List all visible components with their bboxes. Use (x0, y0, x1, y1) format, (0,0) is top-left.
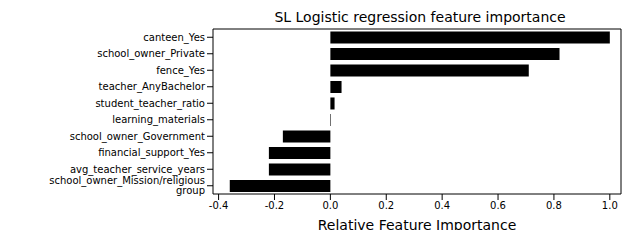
svg-text:teacher_AnyBachelor: teacher_AnyBachelor (99, 81, 206, 93)
svg-text:school_owner_Private: school_owner_Private (97, 48, 205, 60)
svg-text:-0.4: -0.4 (209, 200, 229, 211)
svg-text:0.8: 0.8 (546, 200, 562, 211)
svg-text:0.4: 0.4 (434, 200, 450, 211)
svg-text:0.2: 0.2 (378, 200, 394, 211)
svg-text:-0.2: -0.2 (265, 200, 285, 211)
svg-text:0.6: 0.6 (490, 200, 506, 211)
svg-text:student_teacher_ratio: student_teacher_ratio (95, 98, 205, 110)
svg-text:Relative Feature Importance: Relative Feature Importance (318, 217, 517, 230)
svg-text:financial_support_Yes: financial_support_Yes (98, 147, 205, 159)
svg-text:canteen_Yes: canteen_Yes (143, 32, 205, 44)
svg-text:school_owner_Government: school_owner_Government (70, 131, 205, 143)
html-text:SL Logistic regression feature: SL Logistic regression feature importanc… (274, 9, 566, 25)
svg-text:school_owner_Mission/religious: school_owner_Mission/religiousgroup (49, 175, 205, 196)
svg-text:fence_Yes: fence_Yes (156, 65, 205, 77)
svg-text:avg_teacher_service_years: avg_teacher_service_years (70, 164, 205, 176)
svg-text:1.0: 1.0 (602, 200, 618, 211)
svg-text:0.0: 0.0 (322, 200, 338, 211)
svg-text:learning_materials: learning_materials (112, 114, 205, 126)
